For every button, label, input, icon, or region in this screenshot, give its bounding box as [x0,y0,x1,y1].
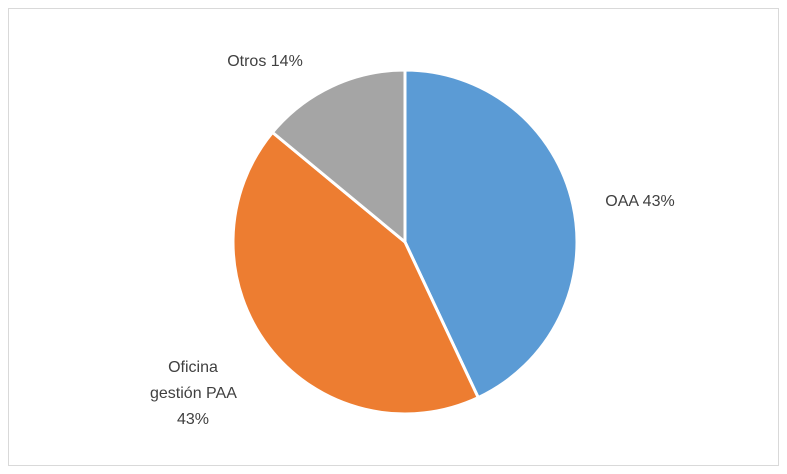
value-label: 43% [642,193,675,210]
category-label: Oficina gestión PAA [150,359,236,402]
category-label: Otros [227,53,267,70]
slice-label: OAA 43% [605,189,674,215]
slice-label: Oficina gestión PAA 43% [143,355,243,433]
value-label: 14% [270,53,303,70]
pie-slice [231,130,480,416]
pie-slice [403,68,579,400]
category-label: OAA [605,193,639,210]
slice-label: Otros 14% [227,49,303,75]
value-label: 43% [176,411,210,428]
pie-slice [270,68,407,244]
